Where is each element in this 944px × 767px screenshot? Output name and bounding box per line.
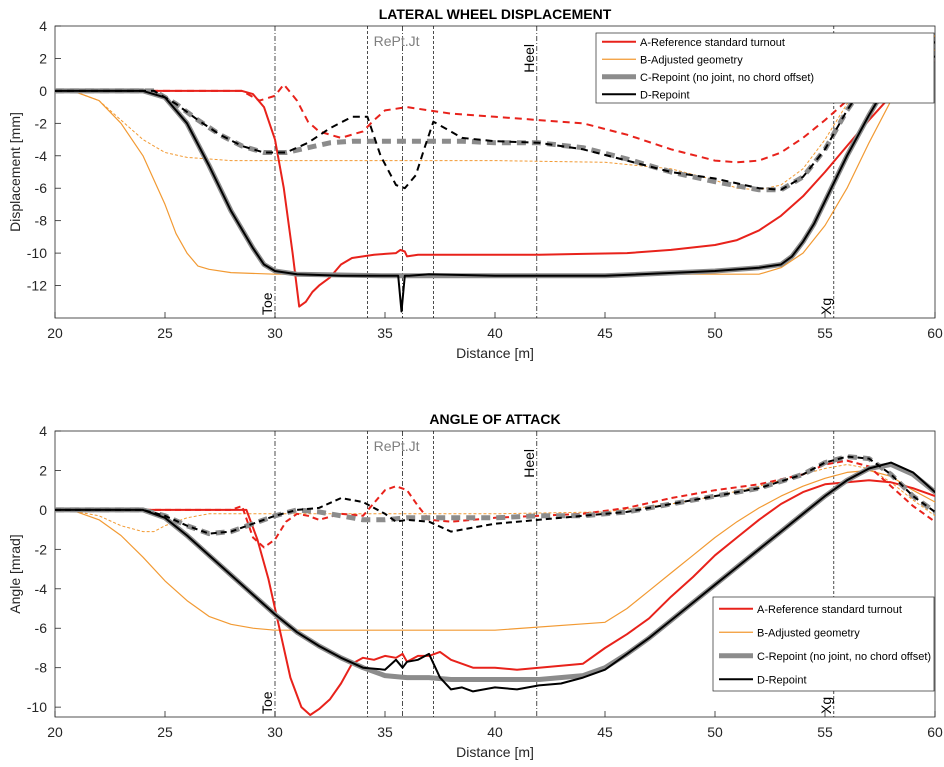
series-line [55, 60, 935, 164]
x-tick-label: 35 [377, 724, 393, 740]
y-tick-label: -2 [35, 541, 48, 557]
x-axis-label: Distance [m] [456, 744, 534, 760]
series-line [55, 43, 935, 191]
y-tick-label: -4 [35, 148, 48, 164]
y-tick-label: 4 [39, 18, 47, 34]
legend-entry: B-Adjusted geometry [640, 54, 743, 66]
y-tick-label: -10 [27, 245, 47, 261]
marker-label: Heel [521, 44, 537, 73]
angle-of-attack-panel: ANGLE OF ATTACK Angle [mrad] Distance [m… [7, 411, 943, 760]
chart-title: LATERAL WHEEL DISPLACEMENT [379, 6, 612, 22]
x-tick-label: 55 [817, 325, 833, 341]
series-line [55, 454, 935, 537]
chart-title: ANGLE OF ATTACK [429, 411, 560, 427]
marker-label: RePt.Jt [374, 33, 420, 49]
legend-entry: A-Reference standard turnout [640, 37, 785, 49]
y-tick-label: -10 [27, 699, 47, 715]
y-tick-label: 2 [39, 462, 47, 478]
x-tick-label: 45 [597, 325, 613, 341]
x-tick-label: 55 [817, 724, 833, 740]
marker-label: RePt.Jt [374, 438, 420, 454]
x-tick-label: 50 [707, 325, 723, 341]
legend-entry: C-Repoint (no joint, no chord offset) [640, 72, 814, 84]
legend-entry: B-Adjusted geometry [757, 627, 860, 639]
series-line [55, 479, 935, 716]
marker-label: Xg [818, 697, 834, 714]
y-tick-label: -12 [27, 278, 47, 294]
displacement-panel: LATERAL WHEEL DISPLACEMENT Displacement … [7, 6, 943, 361]
series-line [55, 461, 935, 693]
y-tick-label: -8 [35, 213, 48, 229]
marker-label: Xg [818, 298, 834, 315]
x-tick-label: 30 [267, 724, 283, 740]
series-line [55, 41, 935, 313]
y-tick-label: -2 [35, 115, 48, 131]
y-tick-label: 4 [39, 423, 47, 439]
legend: A-Reference standard turnout B-Adjusted g… [712, 596, 935, 692]
legend-entry: D-Repoint [757, 674, 807, 686]
legend-box [595, 32, 935, 104]
x-tick-label: 20 [47, 325, 63, 341]
x-tick-label: 60 [927, 724, 943, 740]
x-tick-label: 20 [47, 724, 63, 740]
marker-label: Heel [521, 449, 537, 478]
y-tick-label: 0 [39, 502, 47, 518]
y-axis-label: Angle [mrad] [7, 534, 23, 613]
series-line [55, 52, 935, 191]
y-tick-label: -6 [35, 620, 48, 636]
series-line [55, 464, 935, 533]
series-line [55, 59, 935, 308]
legend: A-Reference standard turnout B-Adjusted g… [595, 32, 935, 104]
x-tick-label: 40 [487, 724, 503, 740]
y-tick-label: -4 [35, 581, 48, 597]
y-axis-label: Displacement [mm] [7, 112, 23, 232]
y-tick-label: -6 [35, 180, 48, 196]
x-tick-label: 45 [597, 724, 613, 740]
series-line [55, 469, 935, 631]
y-tick-label: 2 [39, 50, 47, 66]
x-tick-label: 60 [927, 325, 943, 341]
y-tick-label: 0 [39, 83, 47, 99]
legend-entry: C-Repoint (no joint, no chord offset) [757, 651, 931, 663]
x-tick-label: 35 [377, 325, 393, 341]
series-line [55, 455, 935, 535]
x-tick-label: 50 [707, 724, 723, 740]
x-tick-label: 30 [267, 325, 283, 341]
marker-label: Toe [259, 691, 275, 714]
legend-box [712, 596, 935, 692]
x-tick-label: 25 [157, 325, 173, 341]
legend-entry: A-Reference standard turnout [757, 604, 902, 616]
x-tick-label: 25 [157, 724, 173, 740]
marker-label: Toe [259, 292, 275, 315]
legend-entry: D-Repoint [640, 89, 690, 101]
x-tick-label: 40 [487, 325, 503, 341]
y-tick-label: -8 [35, 660, 48, 676]
x-axis-label: Distance [m] [456, 345, 534, 361]
